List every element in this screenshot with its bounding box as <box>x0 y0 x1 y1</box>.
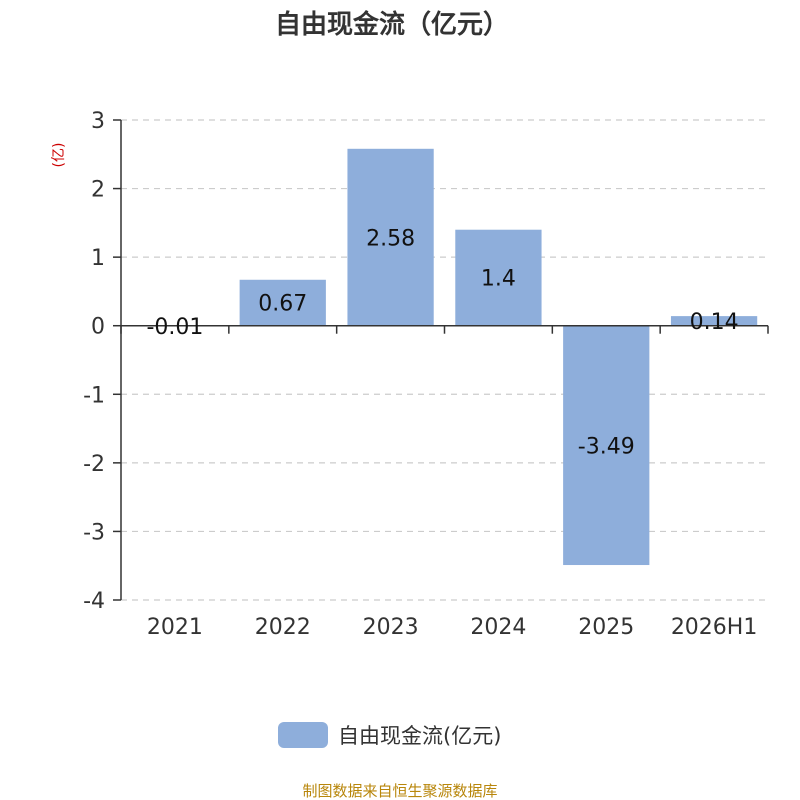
x-tick-label: 2025 <box>578 615 634 640</box>
legend-swatch <box>278 722 328 748</box>
y-axis-unit-label: (亿) <box>51 143 67 168</box>
y-tick-label: -2 <box>83 452 105 477</box>
y-tick-label: 3 <box>91 109 105 134</box>
y-tick-label: -3 <box>83 520 105 545</box>
bar-2022[interactable] <box>239 279 326 326</box>
x-tick-label: 2026H1 <box>671 615 758 640</box>
data-label: 0.67 <box>258 292 307 317</box>
x-tick-label: 2021 <box>147 615 203 640</box>
y-tick-label: 0 <box>91 315 105 340</box>
grid-layer <box>121 119 768 601</box>
bar-2026H1[interactable] <box>670 316 758 326</box>
source-note: 制图数据来自恒生聚源数据库 <box>302 782 497 800</box>
y-tick-label: 2 <box>91 178 105 203</box>
legend[interactable]: 自由现金流(亿元) <box>278 722 501 748</box>
bar-2025[interactable] <box>563 325 650 566</box>
x-tick-label: 2024 <box>470 615 526 640</box>
data-label: 0.14 <box>690 310 739 335</box>
data-label: 1.4 <box>481 267 516 292</box>
bar-2023[interactable] <box>347 148 434 326</box>
x-tick-label: 2022 <box>255 615 311 640</box>
bar-2024[interactable] <box>455 229 542 326</box>
data-label: 2.58 <box>366 226 415 251</box>
data-label: -0.01 <box>146 315 203 340</box>
axis-layer: 3 2 1 0 -1 -2 -3 -4 2021 2022 2023 2024 2025 2026H1 <box>83 109 769 640</box>
bars-layer <box>131 148 758 566</box>
legend-label: 自由现金流(亿元) <box>338 724 501 748</box>
data-label: -3.49 <box>578 434 635 459</box>
x-tick-label: 2023 <box>363 615 419 640</box>
chart-title: 自由现金流（亿元） <box>275 9 509 40</box>
y-tick-label: -4 <box>83 589 105 614</box>
y-tick-label: -1 <box>83 383 105 408</box>
data-labels-layer: -0.01 0.67 2.58 1.4 -3.49 0.14 <box>146 226 738 459</box>
y-tick-label: 1 <box>91 246 105 271</box>
